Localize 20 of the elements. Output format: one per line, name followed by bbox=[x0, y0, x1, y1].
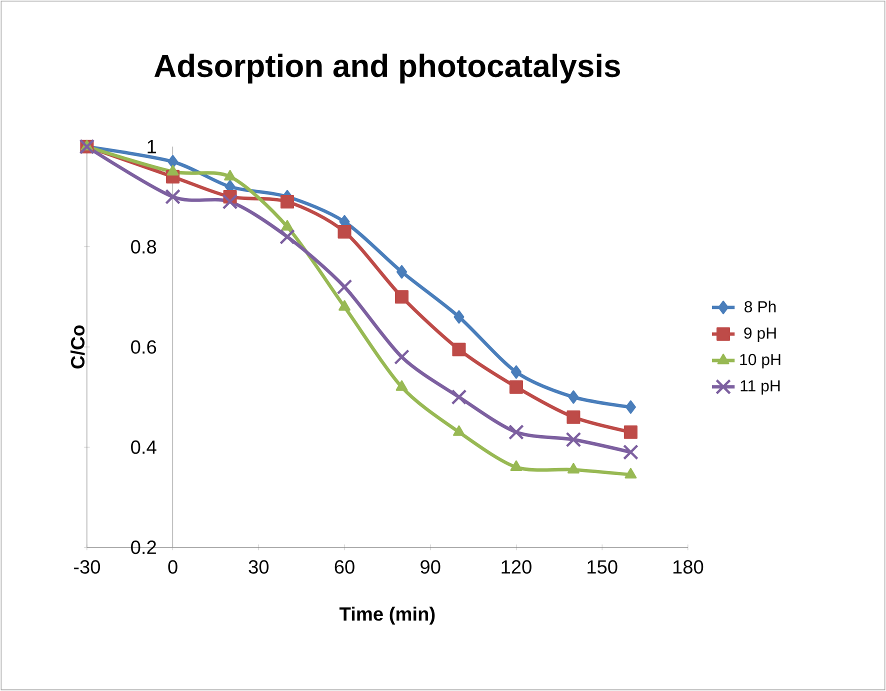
legend-label: 10 pH bbox=[740, 354, 780, 368]
x-tick-label: 60 bbox=[334, 560, 354, 574]
y-tick-label: 1 bbox=[148, 140, 156, 154]
x-tick-label: 30 bbox=[248, 560, 269, 574]
chart-title: Adsorption and photocatalysis bbox=[154, 54, 620, 84]
y-tick-label: 0.2 bbox=[131, 540, 156, 554]
x-tick-label: 180 bbox=[673, 560, 704, 574]
y-tick-label: 0.4 bbox=[131, 440, 156, 454]
legend-label: 8 Ph bbox=[744, 300, 776, 312]
legend-label: 9 pH bbox=[744, 328, 776, 342]
x-tick-label: 90 bbox=[420, 560, 440, 574]
x-tick-label: 150 bbox=[588, 560, 618, 574]
x-tick-label: -30 bbox=[74, 560, 100, 574]
y-tick-label: 0.8 bbox=[131, 240, 156, 254]
legend-label: 11 pH bbox=[740, 380, 780, 395]
x-tick-label: 120 bbox=[502, 560, 532, 574]
y-tick-label: 0.6 bbox=[131, 340, 156, 354]
y-axis-title: C/Co bbox=[70, 325, 85, 369]
x-axis-title: Time (min) bbox=[339, 606, 435, 625]
x-tick-label: 0 bbox=[168, 560, 178, 574]
